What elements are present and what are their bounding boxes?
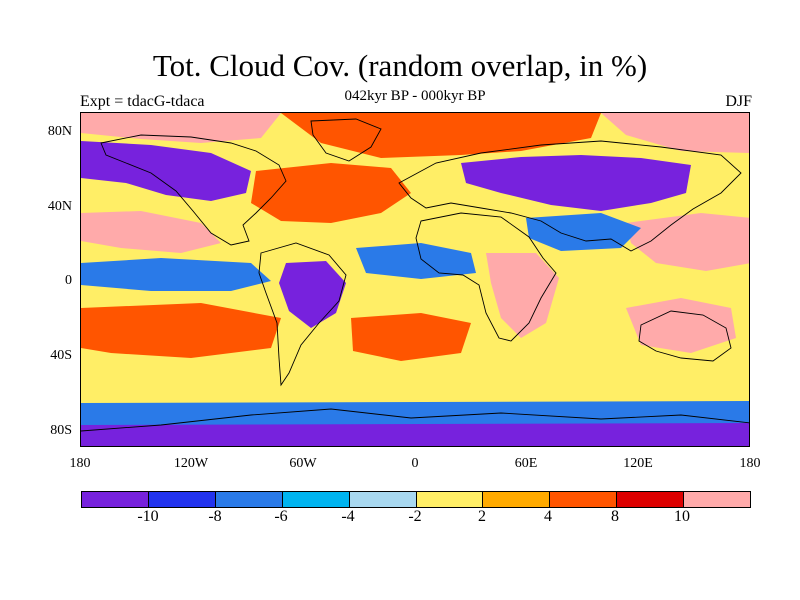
outline-eurasia <box>398 140 742 252</box>
outline-greenland <box>310 118 382 162</box>
x-tick-label: 60W <box>289 456 317 471</box>
plot-title: Tot. Cloud Cov. (random overlap, in %) <box>152 48 648 83</box>
region-eurasia-north-purple <box>461 155 691 211</box>
colorbar-label: -6 <box>274 508 288 525</box>
region-tropical-pacific-blue <box>81 258 271 291</box>
colorbar-cell <box>416 492 484 507</box>
x-tick-label: 120E <box>623 456 653 471</box>
region-arctic-north-pacific-pink <box>601 113 749 153</box>
y-tick-label: 80S <box>50 423 72 438</box>
colorbar-label: -2 <box>408 508 422 525</box>
y-tick-label: 80N <box>47 124 72 139</box>
region-southern-ocean-blue <box>81 401 749 431</box>
region-north-atlantic-red <box>251 163 411 223</box>
colorbar-cell <box>483 492 551 507</box>
region-equatorial-atlantic-blue <box>356 243 476 279</box>
region-north-america-purple <box>81 141 251 201</box>
colorbar-label: -10 <box>137 508 159 525</box>
y-tick-label: 40S <box>50 348 72 363</box>
colorbar-cell <box>82 492 149 507</box>
x-tick-label: 180 <box>739 456 761 471</box>
region-south-pacific-red <box>81 303 281 358</box>
colorbar-label: 2 <box>478 508 486 525</box>
colorbar-cell <box>349 492 417 507</box>
plot-subtitle: 042kyr BP - 000kyr BP <box>344 88 486 104</box>
colorbar-label: 10 <box>674 508 690 525</box>
outline-antarctica <box>81 408 749 432</box>
map-panel <box>80 112 750 447</box>
region-antarctica-purple <box>81 423 749 446</box>
x-tick-label: 0 <box>411 456 419 471</box>
colorbar-cell <box>215 492 283 507</box>
colorbar-cell <box>148 492 216 507</box>
region-arctic-north-atlantic-red <box>281 113 601 158</box>
outline-south-america <box>258 242 347 387</box>
colorbar-cell <box>617 492 685 507</box>
colorbar-label: -8 <box>208 508 222 525</box>
colorbar-label: 8 <box>611 508 619 525</box>
outline-australia <box>638 310 732 362</box>
season-label: DJF <box>725 93 752 110</box>
y-tick-label: 40N <box>47 199 72 214</box>
outline-north-america <box>100 134 287 246</box>
colorbar-label: -4 <box>341 508 355 525</box>
region-north-pacific-pink <box>81 211 221 253</box>
x-tick-label: 60E <box>514 456 538 471</box>
region-arctic-north-pacific-pink <box>81 113 281 143</box>
colorbar-cell <box>550 492 618 507</box>
experiment-label: Expt = tdacG-tdaca <box>80 93 205 110</box>
colorbar <box>81 491 751 508</box>
colorbar-label: 4 <box>544 508 552 525</box>
colorbar-cell <box>282 492 350 507</box>
region-indian-ocean-blue <box>526 213 641 251</box>
region-south-atlantic-red <box>351 313 471 361</box>
outline-africa <box>415 212 557 342</box>
x-tick-label: 180 <box>69 456 91 471</box>
region-australia-pink <box>626 298 736 353</box>
colorbar-cell <box>684 492 751 507</box>
x-tick-label: 120W <box>173 456 209 471</box>
y-tick-label: 0 <box>65 273 72 288</box>
map-canvas <box>81 113 749 446</box>
region-africa-pink <box>486 253 559 338</box>
region-west-pacific-pink <box>626 213 749 271</box>
